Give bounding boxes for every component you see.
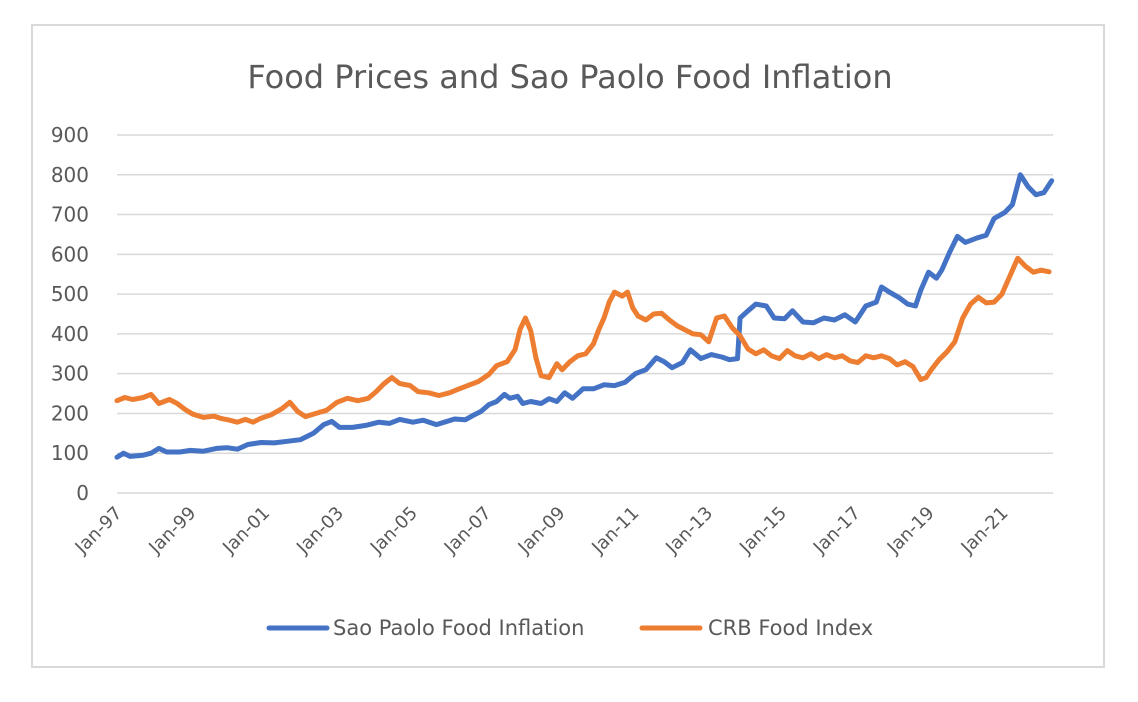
x-tick-label: Jan-11	[587, 503, 643, 559]
y-tick-label: 100	[51, 441, 89, 465]
x-tick-label: Jan-05	[366, 503, 422, 559]
x-tick-label: Jan-01	[218, 503, 274, 559]
legend-label-1: CRB Food Index	[708, 616, 873, 640]
x-tick-label: Jan-21	[957, 503, 1013, 559]
y-tick-label: 300	[51, 362, 89, 386]
x-tick-label: Jan-17	[809, 503, 865, 559]
chart-title: Food Prices and Sao Paolo Food Inflation	[247, 58, 892, 96]
x-tick-label: Jan-97	[71, 503, 127, 559]
legend-label-0: Sao Paolo Food Inflation	[333, 616, 584, 640]
x-tick-label: Jan-99	[144, 503, 200, 559]
y-tick-label: 900	[51, 123, 89, 147]
x-tick-label: Jan-09	[514, 503, 570, 559]
y-tick-label: 700	[51, 203, 89, 227]
x-axis-ticks: Jan-97 Jan-99 Jan-01 Jan-03 Jan-05 Jan-07 Jan-…	[71, 503, 1013, 559]
y-tick-label: 400	[51, 322, 89, 346]
gridlines	[117, 134, 1053, 494]
y-tick-label: 600	[51, 242, 89, 266]
y-tick-label: 800	[51, 163, 89, 187]
chart-frame: Food Prices and Sao Paolo Food Inflation…	[31, 24, 1105, 668]
y-tick-label: 200	[51, 401, 89, 425]
x-tick-label: Jan-13	[661, 503, 717, 559]
series-line-1	[114, 255, 1052, 425]
legend: Sao Paolo Food Inflation CRB Food Index	[266, 616, 873, 640]
x-tick-label: Jan-07	[440, 503, 496, 559]
y-tick-label: 500	[51, 282, 89, 306]
x-tick-label: Jan-19	[883, 503, 939, 559]
x-tick-label: Jan-03	[292, 503, 348, 559]
series-lines	[114, 172, 1055, 460]
y-tick-label: 0	[76, 481, 89, 505]
series-line-0	[114, 172, 1055, 460]
x-tick-label: Jan-15	[735, 503, 791, 559]
line-chart: Food Prices and Sao Paolo Food Inflation…	[51, 58, 1055, 640]
y-axis-ticks: 0 100 200 300 400 500 600 700 800 900	[51, 123, 89, 505]
